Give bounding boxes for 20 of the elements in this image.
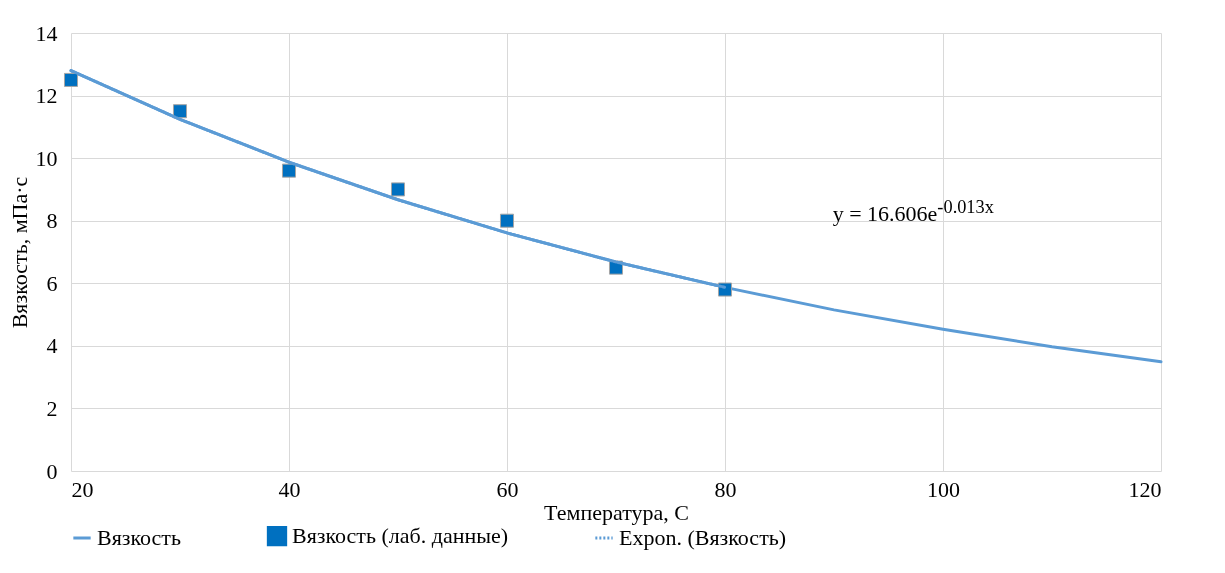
y-tick-label: 4: [46, 333, 58, 359]
y-tick-label: 0: [46, 458, 58, 484]
legend-label: Expon. (Вязкость): [619, 525, 787, 550]
x-tick-label: 40: [278, 476, 301, 502]
x-tick-label: 80: [714, 476, 737, 502]
legend-label: Вязкость (лаб. данные): [292, 523, 509, 549]
y-tick-label: 10: [35, 145, 58, 171]
x-tick-label: 100: [927, 476, 960, 502]
y-tick-label: 14: [35, 20, 58, 46]
annotation: y = 16.606e$^{-0.013x}$: [832, 197, 994, 228]
x-tick-label: 120: [1128, 476, 1162, 502]
y-tick-label: 12: [35, 83, 58, 109]
x-axis-title: Температура, С: [544, 499, 689, 525]
y-tick-label: 6: [46, 270, 58, 296]
y-tick-label: 2: [46, 395, 58, 421]
legend-label: Вязкость: [97, 525, 182, 550]
y-axis-title: Вязкость, мПа·с: [6, 176, 32, 329]
y-tick-label: 8: [46, 208, 58, 234]
x-tick-label: 60: [496, 476, 519, 502]
x-tick-label: 20: [71, 476, 94, 502]
